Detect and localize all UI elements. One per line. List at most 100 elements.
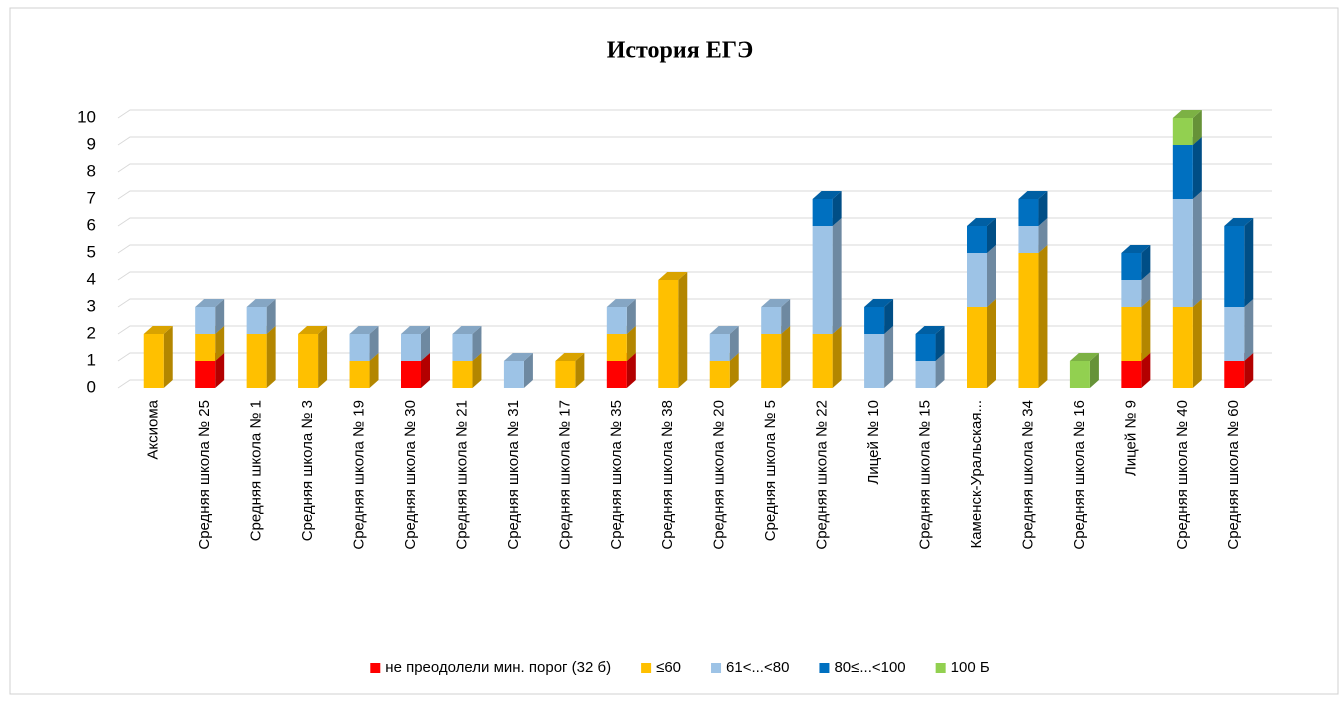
bar bbox=[915, 361, 936, 388]
bar-side bbox=[884, 299, 894, 334]
bar bbox=[1069, 361, 1090, 388]
bar-top bbox=[812, 191, 842, 199]
bar-side bbox=[626, 326, 636, 361]
y-tick-label: 5 bbox=[87, 242, 96, 261]
bar bbox=[1121, 280, 1142, 307]
x-tick-label: Средняя школа № 30 bbox=[402, 400, 419, 550]
bar bbox=[606, 334, 627, 361]
bar bbox=[761, 334, 782, 388]
bar bbox=[812, 226, 833, 334]
bar-side bbox=[215, 353, 225, 388]
bar bbox=[1018, 199, 1039, 226]
bar bbox=[452, 361, 473, 388]
bar bbox=[864, 334, 885, 388]
x-tick-label: Средняя школа № 40 bbox=[1174, 400, 1191, 550]
bar-side bbox=[575, 353, 585, 388]
bar bbox=[503, 361, 524, 388]
bar bbox=[1224, 226, 1245, 307]
legend-swatch bbox=[370, 663, 381, 673]
x-tick-label: Средняя школа № 16 bbox=[1071, 400, 1088, 550]
chart-title: История ЕГЭ bbox=[607, 38, 754, 64]
bar-side bbox=[1192, 110, 1202, 145]
bar-side bbox=[1141, 299, 1151, 361]
bar bbox=[1172, 118, 1193, 145]
x-tick-label: Средняя школа № 25 bbox=[196, 400, 213, 550]
y-tick-label: 7 bbox=[87, 188, 96, 207]
bar bbox=[709, 334, 730, 361]
y-tick-label: 10 bbox=[77, 107, 96, 126]
x-tick-label: Средняя школа № 5 bbox=[762, 400, 779, 541]
bar bbox=[555, 361, 576, 388]
bar-side bbox=[781, 299, 791, 334]
bar-side bbox=[215, 326, 225, 361]
bar bbox=[915, 334, 936, 361]
bar-top bbox=[761, 299, 791, 307]
x-tick-label: Лицей № 9 bbox=[1122, 400, 1139, 476]
bar bbox=[1121, 307, 1142, 361]
bar-side bbox=[369, 326, 379, 361]
bar-top bbox=[1069, 353, 1099, 361]
bar-side bbox=[1089, 353, 1099, 388]
x-tick-label: Средняя школа № 38 bbox=[659, 400, 676, 550]
grid-line bbox=[117, 244, 1272, 254]
bar bbox=[401, 361, 421, 388]
bar-top bbox=[555, 353, 585, 361]
bar-side bbox=[1141, 353, 1151, 388]
grid-line bbox=[117, 190, 1272, 200]
bar-top bbox=[503, 353, 533, 361]
bar-top bbox=[658, 272, 688, 280]
bar bbox=[246, 334, 267, 388]
x-tick-label: Средняя школа № 3 bbox=[299, 400, 316, 541]
bar-side bbox=[266, 326, 276, 388]
bar-top bbox=[967, 218, 996, 226]
bar-side bbox=[935, 353, 945, 388]
bar-side bbox=[1192, 299, 1202, 388]
bar bbox=[195, 361, 216, 388]
bar-top bbox=[1018, 191, 1048, 199]
bar-side bbox=[626, 353, 636, 388]
bar-side bbox=[1141, 272, 1151, 307]
bar bbox=[967, 226, 987, 253]
y-tick-label: 4 bbox=[87, 269, 96, 288]
bar bbox=[864, 307, 885, 334]
y-tick-label: 1 bbox=[87, 350, 96, 369]
bar bbox=[658, 280, 679, 388]
x-tick-label: Средняя школа № 15 bbox=[917, 400, 934, 550]
bar-side bbox=[523, 353, 533, 388]
bar-side bbox=[266, 299, 276, 334]
x-tick-label: Средняя школа № 60 bbox=[1225, 400, 1242, 550]
x-tick-label: Средняя школа № 34 bbox=[1019, 400, 1036, 550]
bar bbox=[246, 307, 267, 334]
grid-line bbox=[117, 109, 1272, 119]
y-tick-label: 9 bbox=[87, 134, 96, 153]
bar-top bbox=[195, 299, 225, 307]
grid-line bbox=[117, 136, 1272, 146]
bar-side bbox=[1244, 353, 1254, 388]
bar-side bbox=[318, 326, 328, 388]
bar-side bbox=[1244, 299, 1254, 361]
bar-side bbox=[781, 326, 791, 388]
y-tick-label: 3 bbox=[87, 296, 96, 315]
bar bbox=[1018, 226, 1039, 253]
bar bbox=[1172, 307, 1193, 388]
bar bbox=[452, 334, 473, 361]
bar-side bbox=[987, 218, 996, 253]
bar-side bbox=[421, 353, 430, 388]
bar-side bbox=[935, 326, 945, 361]
legend-label: ≤60 bbox=[656, 659, 681, 676]
bar bbox=[349, 334, 370, 361]
bar-top bbox=[143, 326, 173, 334]
bar-top bbox=[1172, 110, 1202, 118]
bar-top bbox=[452, 326, 482, 334]
bar-side bbox=[1038, 245, 1048, 388]
legend-label: 100 Б bbox=[951, 659, 990, 676]
legend-swatch bbox=[641, 663, 652, 673]
bar bbox=[812, 199, 833, 226]
bar bbox=[606, 361, 627, 388]
bar bbox=[709, 361, 730, 388]
bar-side bbox=[832, 191, 842, 226]
bar-side bbox=[215, 299, 225, 334]
bar bbox=[1224, 361, 1245, 388]
bar bbox=[143, 334, 164, 388]
